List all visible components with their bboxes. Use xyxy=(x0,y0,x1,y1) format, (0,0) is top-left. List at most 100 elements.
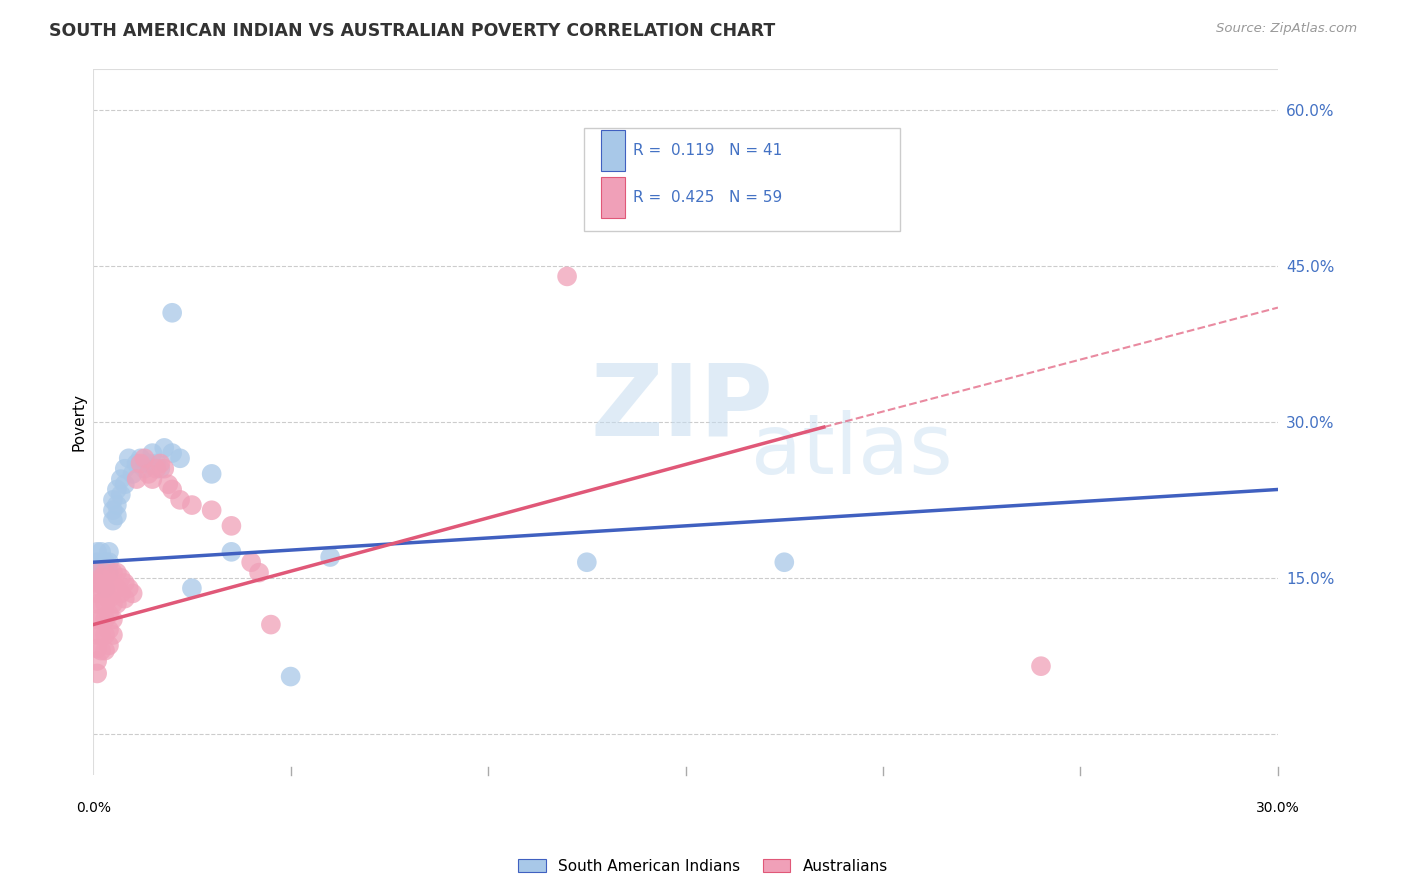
Point xyxy=(101,514,124,528)
Point xyxy=(101,612,124,626)
Point xyxy=(134,451,156,466)
Point xyxy=(160,446,183,460)
Point xyxy=(94,581,117,595)
Point xyxy=(319,549,342,564)
Point xyxy=(169,492,191,507)
Point xyxy=(118,451,141,466)
Point xyxy=(94,581,117,595)
Point xyxy=(101,581,124,595)
Point xyxy=(105,483,128,497)
Text: ZIP: ZIP xyxy=(591,359,773,457)
Point xyxy=(90,643,112,657)
Text: 0.0%: 0.0% xyxy=(76,801,111,815)
Point xyxy=(134,461,156,475)
Point xyxy=(149,461,172,475)
Point xyxy=(129,451,152,466)
Point xyxy=(105,597,128,611)
Point xyxy=(240,555,263,569)
Point xyxy=(125,472,148,486)
Text: 30.0%: 30.0% xyxy=(1256,801,1299,815)
Point xyxy=(94,628,117,642)
Point xyxy=(86,666,108,681)
Point xyxy=(110,571,132,585)
Point xyxy=(86,566,108,580)
Point xyxy=(90,545,112,559)
Point xyxy=(138,457,160,471)
Point xyxy=(121,467,143,481)
Point xyxy=(86,641,108,656)
Point xyxy=(98,576,121,591)
Point xyxy=(98,623,121,637)
Point xyxy=(110,472,132,486)
Point xyxy=(201,467,224,481)
Point xyxy=(90,581,112,595)
Point xyxy=(86,628,108,642)
Point xyxy=(141,472,163,486)
Point xyxy=(86,576,108,591)
Point xyxy=(86,586,108,600)
Point xyxy=(180,581,202,595)
Point xyxy=(153,461,176,475)
Point xyxy=(110,586,132,600)
Point xyxy=(101,597,124,611)
Point xyxy=(260,617,283,632)
Point xyxy=(145,457,167,471)
Point xyxy=(98,591,121,606)
Point xyxy=(86,654,108,668)
Point xyxy=(86,597,108,611)
Point xyxy=(169,451,191,466)
Point xyxy=(114,461,136,475)
Point xyxy=(86,555,108,569)
Point xyxy=(86,566,108,580)
Point xyxy=(98,555,121,569)
Point xyxy=(86,545,108,559)
Point xyxy=(101,503,124,517)
Point xyxy=(105,566,128,580)
Text: SOUTH AMERICAN INDIAN VS AUSTRALIAN POVERTY CORRELATION CHART: SOUTH AMERICAN INDIAN VS AUSTRALIAN POVE… xyxy=(49,22,776,40)
Point xyxy=(141,446,163,460)
Text: Source: ZipAtlas.com: Source: ZipAtlas.com xyxy=(1216,22,1357,36)
Point xyxy=(94,597,117,611)
Point xyxy=(149,457,172,471)
Point xyxy=(160,306,183,320)
Point xyxy=(114,576,136,591)
Text: R =  0.119   N = 41: R = 0.119 N = 41 xyxy=(633,143,783,158)
Point xyxy=(105,498,128,512)
Point xyxy=(94,555,117,569)
Point xyxy=(129,457,152,471)
Point xyxy=(90,628,112,642)
Point xyxy=(201,503,224,517)
Point xyxy=(90,597,112,611)
Point xyxy=(94,566,117,580)
Point xyxy=(773,555,796,569)
Point xyxy=(98,545,121,559)
Point xyxy=(157,477,180,491)
Point xyxy=(114,477,136,491)
Point xyxy=(105,581,128,595)
Point xyxy=(180,498,202,512)
Y-axis label: Poverty: Poverty xyxy=(72,392,86,451)
Point xyxy=(114,591,136,606)
Point xyxy=(98,607,121,622)
Point xyxy=(101,628,124,642)
Point xyxy=(280,669,302,683)
Point xyxy=(94,643,117,657)
Point xyxy=(98,639,121,653)
Point xyxy=(160,483,183,497)
Point xyxy=(98,566,121,580)
Point xyxy=(555,269,578,284)
Point xyxy=(1029,659,1052,673)
Point xyxy=(153,441,176,455)
Point xyxy=(105,508,128,523)
Point xyxy=(90,576,112,591)
Point xyxy=(575,555,598,569)
Point xyxy=(101,492,124,507)
Point xyxy=(221,519,243,533)
Point xyxy=(247,566,270,580)
Point xyxy=(90,571,112,585)
Point xyxy=(101,566,124,580)
Text: atlas: atlas xyxy=(751,409,952,491)
Point xyxy=(221,545,243,559)
Point xyxy=(118,581,141,595)
Point xyxy=(94,566,117,580)
